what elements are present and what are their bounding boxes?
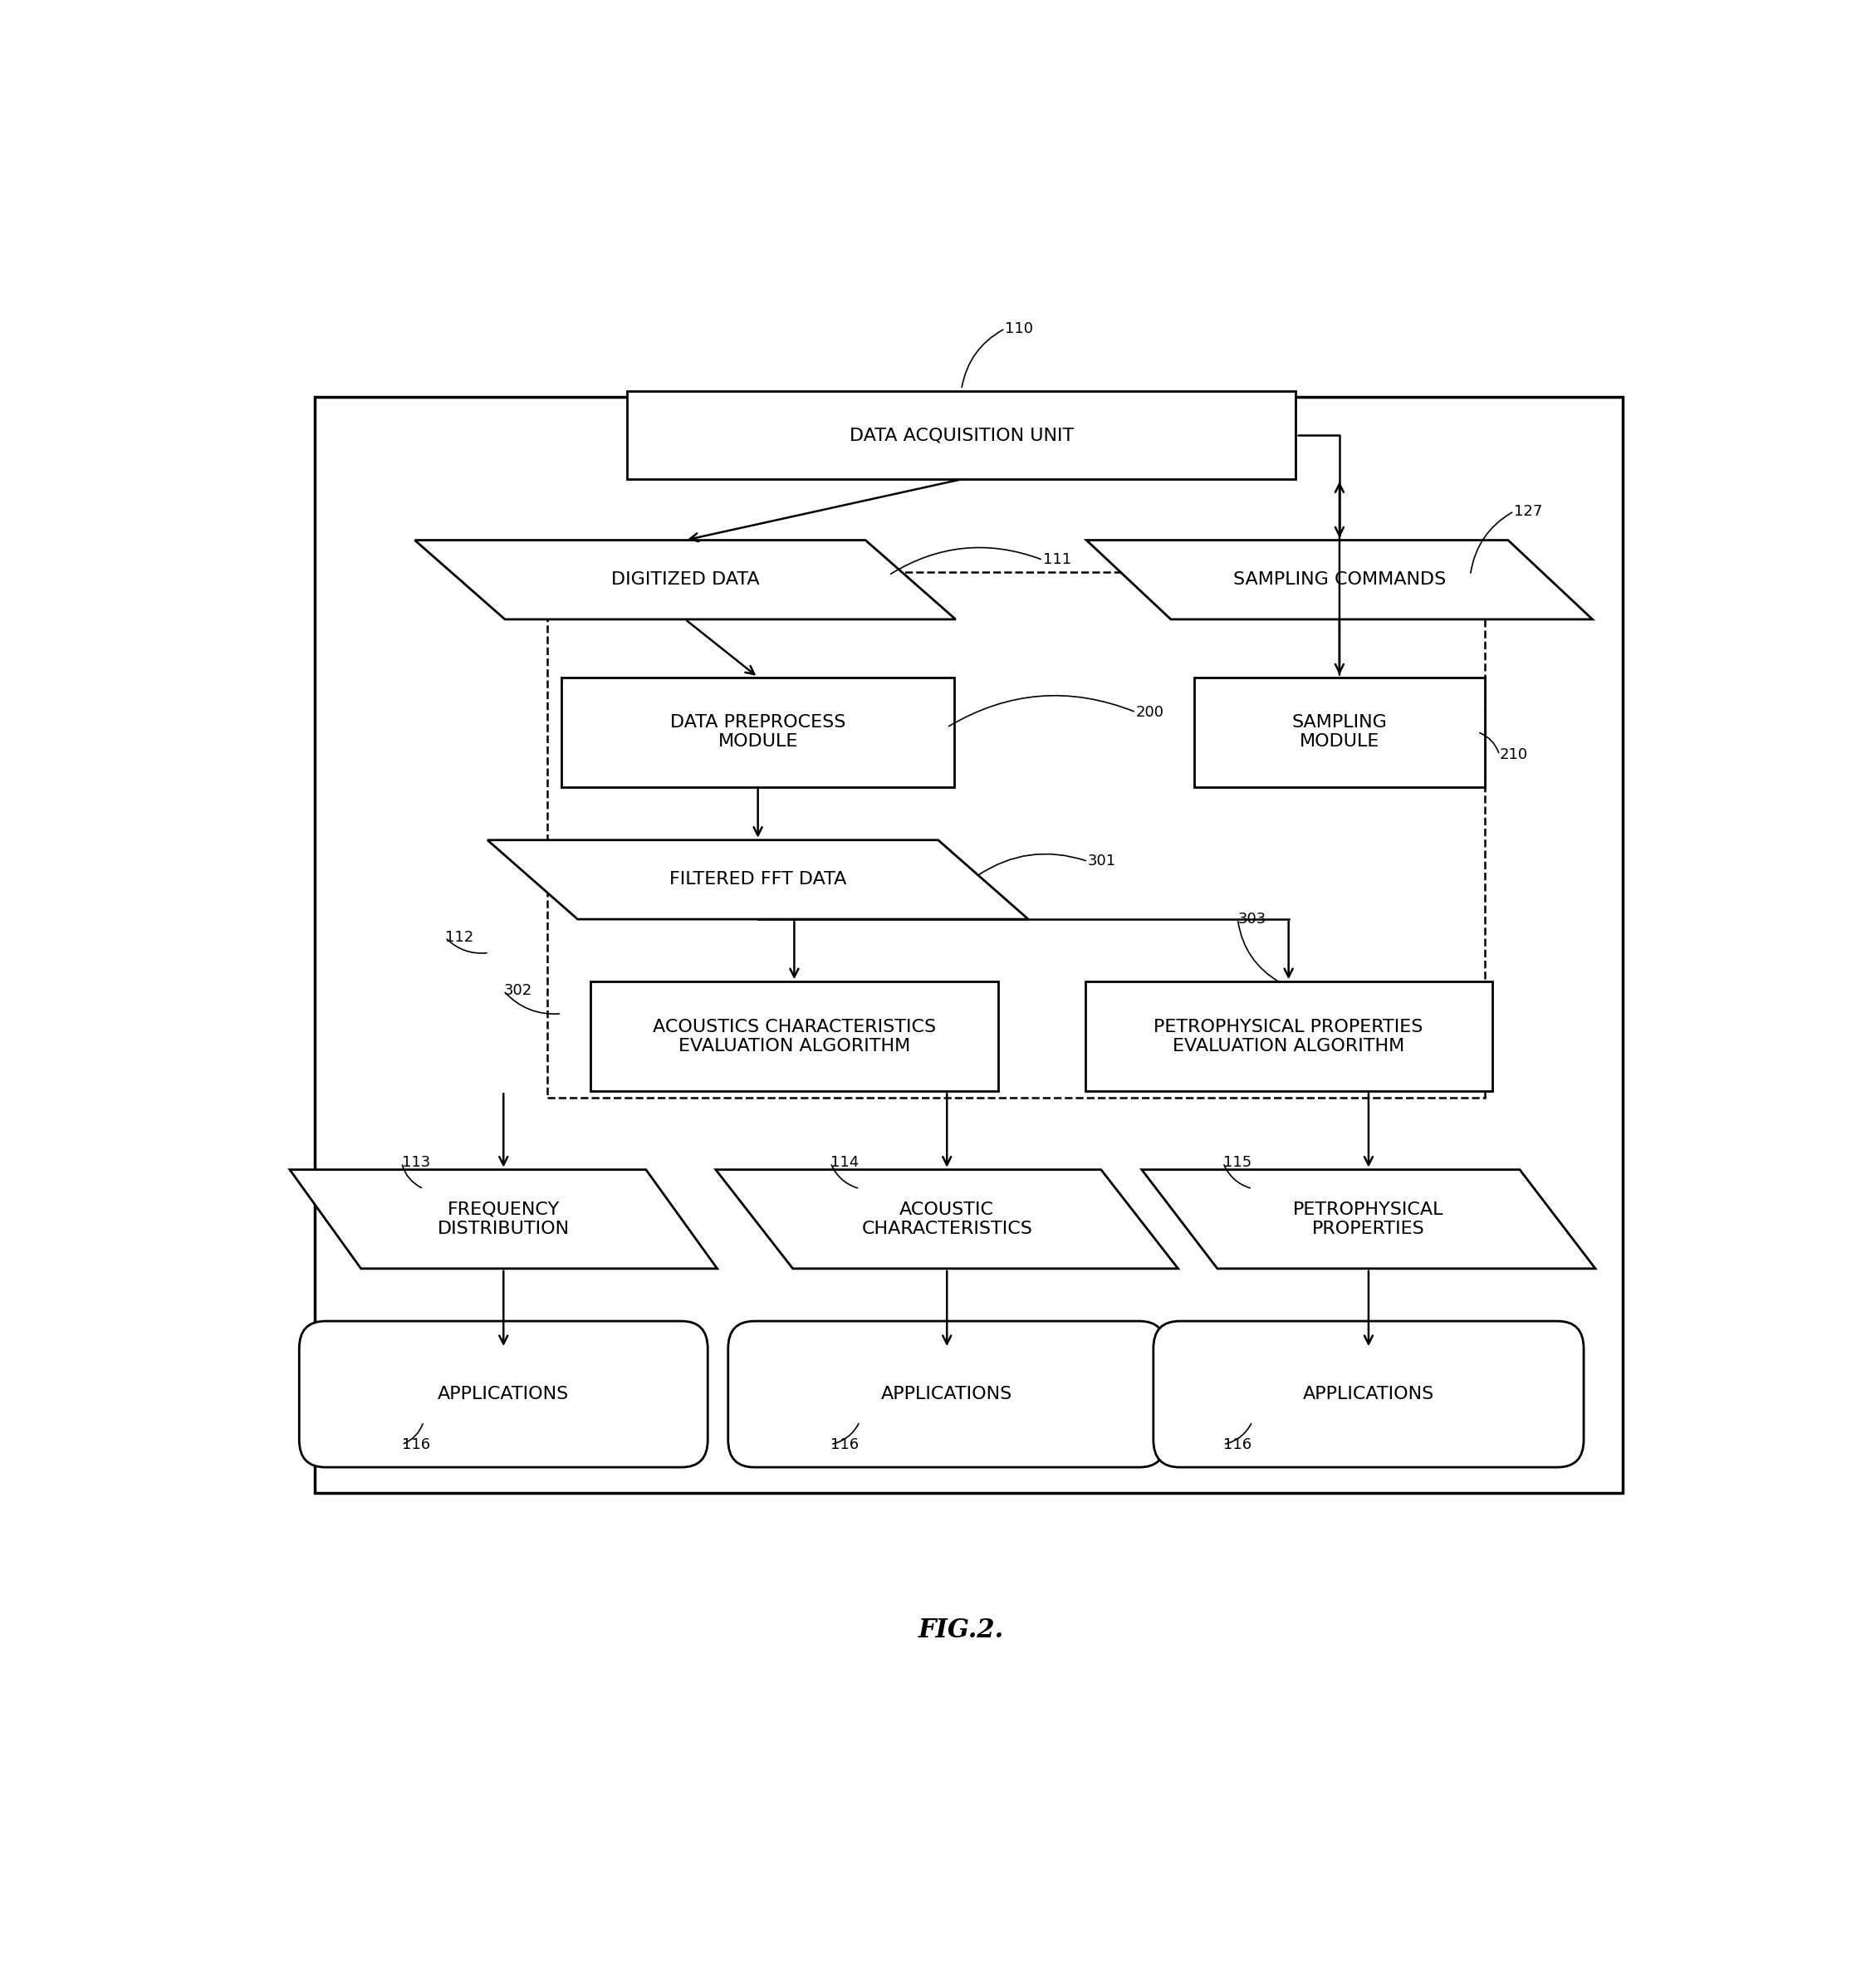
- FancyBboxPatch shape: [627, 391, 1296, 478]
- Text: 210: 210: [1499, 747, 1527, 763]
- FancyBboxPatch shape: [298, 1321, 707, 1467]
- Text: ACOUSTIC
CHARACTERISTICS: ACOUSTIC CHARACTERISTICS: [861, 1202, 1032, 1238]
- Text: 113: 113: [401, 1155, 430, 1170]
- Bar: [548, 571, 1486, 1097]
- Text: DATA ACQUISITION UNIT: DATA ACQUISITION UNIT: [850, 427, 1073, 443]
- Text: DIGITIZED DATA: DIGITIZED DATA: [612, 571, 760, 587]
- Text: 112: 112: [445, 929, 475, 945]
- Polygon shape: [488, 840, 1028, 919]
- Text: 127: 127: [1514, 504, 1542, 518]
- Text: APPLICATIONS: APPLICATIONS: [882, 1386, 1013, 1402]
- Text: 303: 303: [1238, 911, 1266, 927]
- Text: SAMPLING
MODULE: SAMPLING MODULE: [1293, 714, 1386, 749]
- Polygon shape: [1086, 540, 1593, 619]
- Text: FIG.2.: FIG.2.: [919, 1617, 1004, 1643]
- FancyBboxPatch shape: [1084, 983, 1491, 1091]
- Text: 301: 301: [1088, 854, 1116, 868]
- Text: 110: 110: [1006, 320, 1034, 336]
- Polygon shape: [1142, 1170, 1595, 1269]
- FancyBboxPatch shape: [728, 1321, 1165, 1467]
- Text: FREQUENCY
DISTRIBUTION: FREQUENCY DISTRIBUTION: [437, 1202, 570, 1238]
- Text: PETROPHYSICAL
PROPERTIES: PETROPHYSICAL PROPERTIES: [1293, 1202, 1445, 1238]
- Text: APPLICATIONS: APPLICATIONS: [437, 1386, 568, 1402]
- Text: ACOUSTICS CHARACTERISTICS
EVALUATION ALGORITHM: ACOUSTICS CHARACTERISTICS EVALUATION ALG…: [653, 1018, 936, 1054]
- Polygon shape: [717, 1170, 1178, 1269]
- Polygon shape: [289, 1170, 717, 1269]
- Text: FILTERED FFT DATA: FILTERED FFT DATA: [670, 872, 846, 888]
- Text: PETROPHYSICAL PROPERTIES
EVALUATION ALGORITHM: PETROPHYSICAL PROPERTIES EVALUATION ALGO…: [1154, 1018, 1424, 1054]
- Text: DATA PREPROCESS
MODULE: DATA PREPROCESS MODULE: [670, 714, 846, 749]
- Text: APPLICATIONS: APPLICATIONS: [1302, 1386, 1435, 1402]
- Text: 302: 302: [503, 983, 533, 998]
- FancyBboxPatch shape: [1154, 1321, 1583, 1467]
- Polygon shape: [415, 540, 955, 619]
- FancyBboxPatch shape: [591, 983, 998, 1091]
- Bar: [315, 397, 1623, 1493]
- Text: 200: 200: [1137, 704, 1165, 720]
- Text: 116: 116: [1223, 1437, 1251, 1451]
- Text: 114: 114: [831, 1155, 859, 1170]
- Text: SAMPLING COMMANDS: SAMPLING COMMANDS: [1233, 571, 1446, 587]
- Text: 115: 115: [1223, 1155, 1251, 1170]
- Text: 116: 116: [831, 1437, 859, 1451]
- FancyBboxPatch shape: [561, 678, 955, 787]
- FancyBboxPatch shape: [1195, 678, 1486, 787]
- Text: 116: 116: [401, 1437, 430, 1451]
- Text: 111: 111: [1043, 552, 1071, 567]
